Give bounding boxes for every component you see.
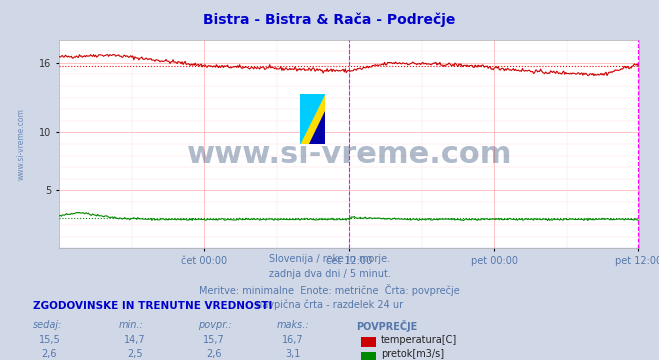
Text: 14,7: 14,7	[125, 335, 146, 345]
Text: Meritve: minimalne  Enote: metrične  Črta: povprečje: Meritve: minimalne Enote: metrične Črta:…	[199, 284, 460, 296]
Text: Bistra - Bistra & Rača - Podrečje: Bistra - Bistra & Rača - Podrečje	[204, 13, 455, 27]
Text: 16,7: 16,7	[283, 335, 304, 345]
Text: temperatura[C]: temperatura[C]	[381, 335, 457, 345]
Text: www.si-vreme.com: www.si-vreme.com	[186, 140, 512, 169]
FancyBboxPatch shape	[361, 337, 376, 347]
FancyBboxPatch shape	[361, 352, 376, 360]
Text: 15,5: 15,5	[38, 335, 61, 345]
Text: povpr.:: povpr.:	[198, 320, 231, 330]
Text: navpična črta - razdelek 24 ur: navpična črta - razdelek 24 ur	[256, 299, 403, 310]
Text: POVPREČJE: POVPREČJE	[356, 320, 417, 332]
Text: zadnja dva dni / 5 minut.: zadnja dva dni / 5 minut.	[269, 269, 390, 279]
Text: Slovenija / reke in morje.: Slovenija / reke in morje.	[269, 254, 390, 264]
Text: 2,5: 2,5	[127, 349, 143, 359]
Polygon shape	[300, 94, 325, 144]
Polygon shape	[308, 111, 325, 144]
Text: maks.:: maks.:	[277, 320, 310, 330]
Text: sedaj:: sedaj:	[33, 320, 63, 330]
Text: min.:: min.:	[119, 320, 144, 330]
Text: 3,1: 3,1	[285, 349, 301, 359]
Text: 2,6: 2,6	[42, 349, 57, 359]
Text: ZGODOVINSKE IN TRENUTNE VREDNOSTI: ZGODOVINSKE IN TRENUTNE VREDNOSTI	[33, 301, 272, 311]
Text: www.si-vreme.com: www.si-vreme.com	[17, 108, 26, 180]
Polygon shape	[300, 94, 325, 144]
Text: 15,7: 15,7	[203, 335, 225, 345]
Text: 2,6: 2,6	[206, 349, 222, 359]
Text: pretok[m3/s]: pretok[m3/s]	[381, 349, 444, 359]
